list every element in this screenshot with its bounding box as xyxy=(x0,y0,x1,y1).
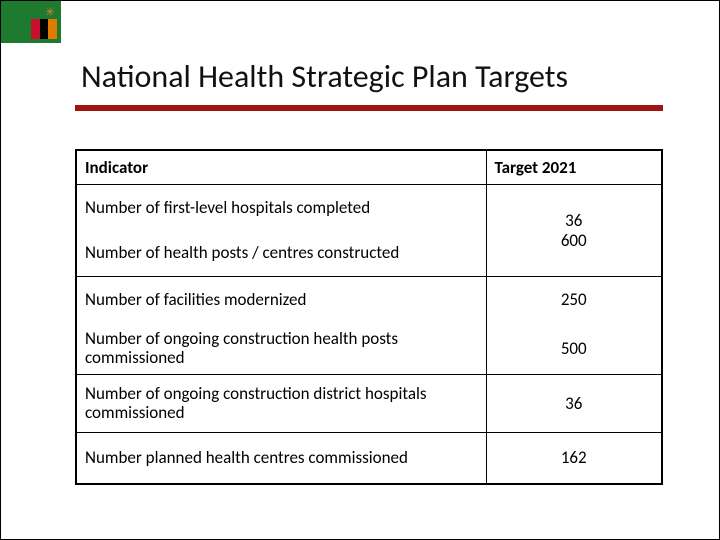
indicator-cell: Number of health posts / centres constru… xyxy=(76,231,486,277)
target-value: 36 xyxy=(495,211,654,231)
table-row: Number of facilities modernized 250 xyxy=(76,277,662,323)
indicator-cell: Number of first-level hospitals complete… xyxy=(76,185,486,231)
eagle-icon: ✳ xyxy=(45,5,55,20)
indicator-cell: Number planned health centres commission… xyxy=(76,432,486,484)
flag-stripe-black xyxy=(40,19,49,39)
title-underline xyxy=(75,105,663,111)
table-row: Number of ongoing construction district … xyxy=(76,374,662,432)
indicator-cell: Number of ongoing construction district … xyxy=(76,374,486,432)
target-cell: 250 xyxy=(486,277,662,323)
table-header-row: Indicator Target 2021 xyxy=(76,150,662,185)
target-value: 600 xyxy=(495,231,654,251)
slide-title: National Health Strategic Plan Targets xyxy=(81,57,568,96)
flag-stripe-red xyxy=(31,19,40,39)
flag-icon: ✳ xyxy=(1,1,61,43)
flag-stripes xyxy=(31,19,57,39)
col-header-target: Target 2021 xyxy=(486,150,662,185)
table-row: Number of ongoing construction health po… xyxy=(76,323,662,375)
col-header-indicator: Indicator xyxy=(76,150,486,185)
indicator-cell: Number of facilities modernized xyxy=(76,277,486,323)
flag-stripe-orange xyxy=(48,19,57,39)
target-cell: 36 xyxy=(486,374,662,432)
table-row: Number planned health centres commission… xyxy=(76,432,662,484)
targets-table: Indicator Target 2021 Number of first-le… xyxy=(75,149,663,485)
target-cell: 162 xyxy=(486,432,662,484)
target-cell: 500 xyxy=(486,323,662,375)
slide: ✳ National Health Strategic Plan Targets… xyxy=(0,0,720,540)
indicator-cell: Number of ongoing construction health po… xyxy=(76,323,486,375)
target-cell: 36 600 xyxy=(486,185,662,277)
table-row: Number of first-level hospitals complete… xyxy=(76,185,662,231)
